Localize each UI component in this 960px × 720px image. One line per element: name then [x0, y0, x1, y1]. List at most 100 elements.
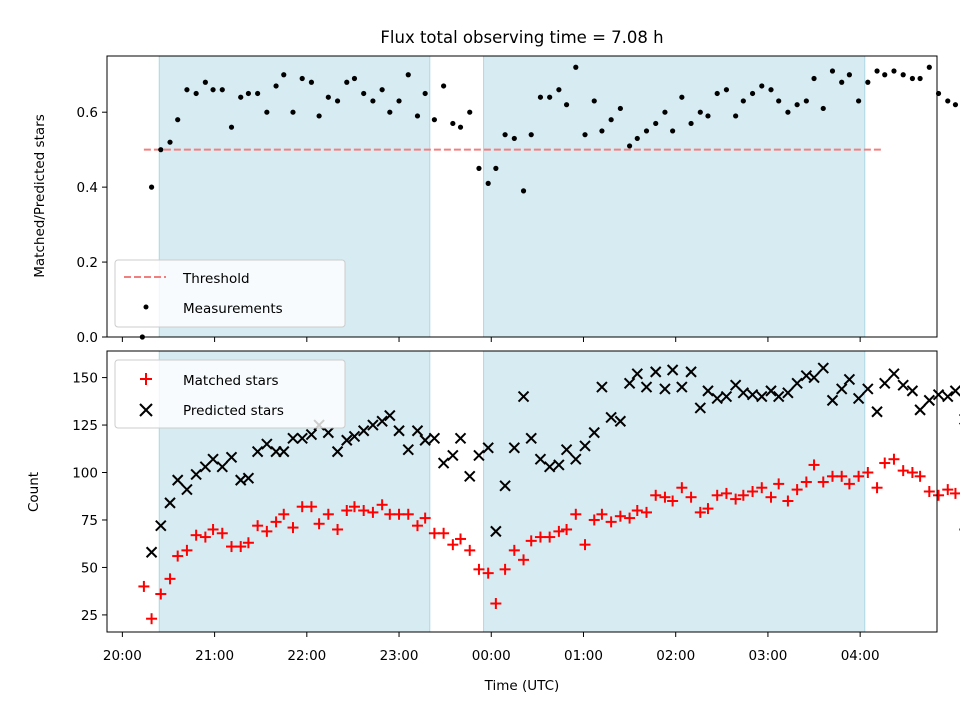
matched-star-point [667, 495, 679, 507]
matched-star-point [402, 508, 414, 520]
bottom-y-tick-label: 100 [72, 466, 98, 482]
bottom-y-tick-label: 25 [81, 608, 98, 624]
predicted-star-point [694, 402, 707, 414]
matched-star-point [862, 467, 874, 479]
measurement-point [281, 72, 287, 78]
matched-star-point [146, 613, 158, 625]
matched-star-point [685, 491, 697, 503]
predicted-star-point [756, 390, 768, 403]
matched-star-point [313, 518, 325, 530]
x-tick-label: 03:00 [748, 648, 787, 664]
predicted-star-point [650, 366, 662, 378]
matched-star-point [949, 487, 960, 499]
top-legend-box [114, 259, 346, 328]
measurement-point [361, 90, 367, 97]
predicted-star-point [906, 385, 919, 397]
matched-star-point [791, 484, 803, 496]
predicted-star-point [428, 432, 441, 445]
matched-star-point [348, 501, 360, 513]
measurement-point [414, 113, 421, 119]
predicted-star-point [852, 392, 865, 405]
top-legend: Threshold Measurements [114, 259, 346, 328]
predicted-star-point [765, 385, 777, 397]
predicted-star-point [464, 470, 476, 483]
matched-star-point [261, 525, 273, 537]
predicted-star-point [322, 426, 335, 439]
predicted-star-point [508, 442, 521, 454]
legend-threshold-label: Threshold [182, 271, 250, 287]
predicted-star-point [278, 445, 290, 458]
matched-star-point [553, 525, 565, 537]
x-tick-label: 02:00 [656, 648, 695, 664]
bottom-legend-box [114, 359, 346, 429]
top-y-tick-label: 0.6 [77, 105, 98, 121]
bottom-y-tick-label: 75 [81, 513, 98, 529]
measurement-point [308, 79, 315, 85]
matched-star-point [296, 501, 308, 513]
predicted-star-point [826, 394, 839, 407]
matched-star-point [384, 508, 396, 520]
measurement-point [167, 139, 173, 145]
matched-star-point [305, 501, 317, 513]
bottom-y-tick-label: 50 [81, 560, 98, 576]
matched-star-point [138, 580, 150, 592]
matched-star-point [482, 567, 494, 579]
predicted-star-point [588, 426, 600, 439]
predicted-star-point [348, 430, 361, 443]
measurement-point [714, 90, 720, 97]
matched-star-point [871, 482, 883, 494]
matched-star-point [650, 489, 662, 501]
measurement-point [387, 109, 393, 115]
predicted-star-point [746, 388, 759, 401]
measurement-point [856, 98, 862, 104]
predicted-star-point [614, 415, 627, 427]
predicted-star-point [145, 546, 158, 558]
predicted-star-point [517, 390, 530, 403]
predicted-star-point [942, 390, 954, 403]
x-tick-label: 23:00 [380, 648, 419, 664]
measurement-point [344, 79, 350, 85]
matched-star-point [464, 544, 476, 556]
bottom-legend: Matched stars Predicted stars [114, 359, 346, 429]
predicted-star-point [225, 451, 238, 464]
predicted-star-point [164, 497, 176, 509]
chart-title: Flux total observing time = 7.08 h [380, 28, 663, 47]
measurement-point [245, 90, 252, 97]
predicted-star-point [711, 392, 723, 405]
bottom-plot-frame [106, 350, 938, 633]
matched-star-point [730, 493, 742, 505]
measurement-point [493, 165, 499, 171]
matched-star-point [499, 563, 511, 575]
measurement-point [405, 72, 411, 78]
matched-star-point [235, 541, 247, 553]
measurement-point [502, 132, 508, 138]
measurement-point [511, 135, 517, 142]
legend-measurements-swatch [143, 304, 149, 310]
predicted-star-point [357, 425, 370, 437]
measurement-point [422, 90, 428, 97]
predicted-star-point [923, 394, 936, 407]
predicted-star-point [419, 434, 431, 446]
predicted-star-point [437, 457, 450, 469]
legend-predicted-label: Predicted stars [183, 403, 284, 419]
measurement-point [325, 94, 331, 100]
measurement-point [520, 188, 527, 194]
matched-star-point [270, 516, 282, 528]
measurement-point [617, 105, 623, 112]
matched-star-point [942, 484, 954, 496]
matched-star-point [199, 531, 211, 543]
predicted-star-point [447, 449, 459, 462]
matched-star-point [641, 506, 652, 518]
measurement-point [820, 105, 826, 112]
matched-star-point [287, 522, 299, 534]
legend-matched-swatch [140, 373, 152, 385]
bottom-y-tick-label: 150 [72, 371, 98, 387]
top-y-tick-label: 0.2 [77, 255, 98, 271]
matched-star-point [534, 531, 546, 543]
x-tick-label: 04:00 [841, 648, 880, 664]
matched-star-point [914, 470, 926, 482]
predicted-star-point [393, 425, 405, 437]
measurement-point [846, 72, 852, 78]
predicted-star-point [525, 432, 537, 445]
